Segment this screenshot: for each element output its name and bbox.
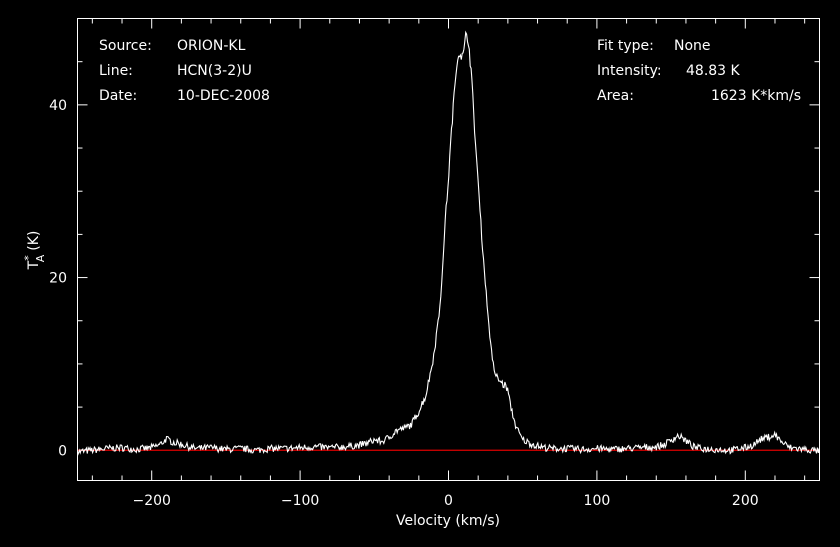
intensity-label: Intensity: [597,63,662,79]
line-label: Line: [99,63,133,79]
x-axis-label: Velocity (km/s) [396,513,500,529]
x-tick-label: 0 [444,493,453,509]
y-axis-label: T*A (K) [22,231,47,271]
date-value: 10-DEC-2008 [177,88,270,104]
y-tick-label: 0 [58,443,67,459]
x-tick-label: 100 [584,493,611,509]
intensity-value: 48.83 K [686,63,741,79]
source-value: ORION-KL [177,38,246,54]
y-axis-superscript: * [22,255,35,261]
y-axis-subscript: A [34,254,47,262]
line-value: HCN(3-2)U [177,63,252,79]
date-label: Date: [99,88,137,104]
area-label: Area: [597,88,634,104]
y-tick-label: 40 [49,98,67,114]
y-axis-symbol: T [26,260,42,270]
fit-type-label: Fit type: [597,38,654,54]
spectrum-line [76,30,820,456]
area-value: 1623 K*km/s [711,88,801,104]
fit-type-value: None [674,38,711,54]
x-tick-label: −100 [281,493,319,509]
x-tick-label: −200 [132,493,170,509]
y-axis-unit: (K) [26,231,42,251]
plot-frame [77,18,820,481]
y-tick-label: 20 [49,271,67,287]
x-tick-label: 200 [732,493,759,509]
source-label: Source: [99,38,152,54]
